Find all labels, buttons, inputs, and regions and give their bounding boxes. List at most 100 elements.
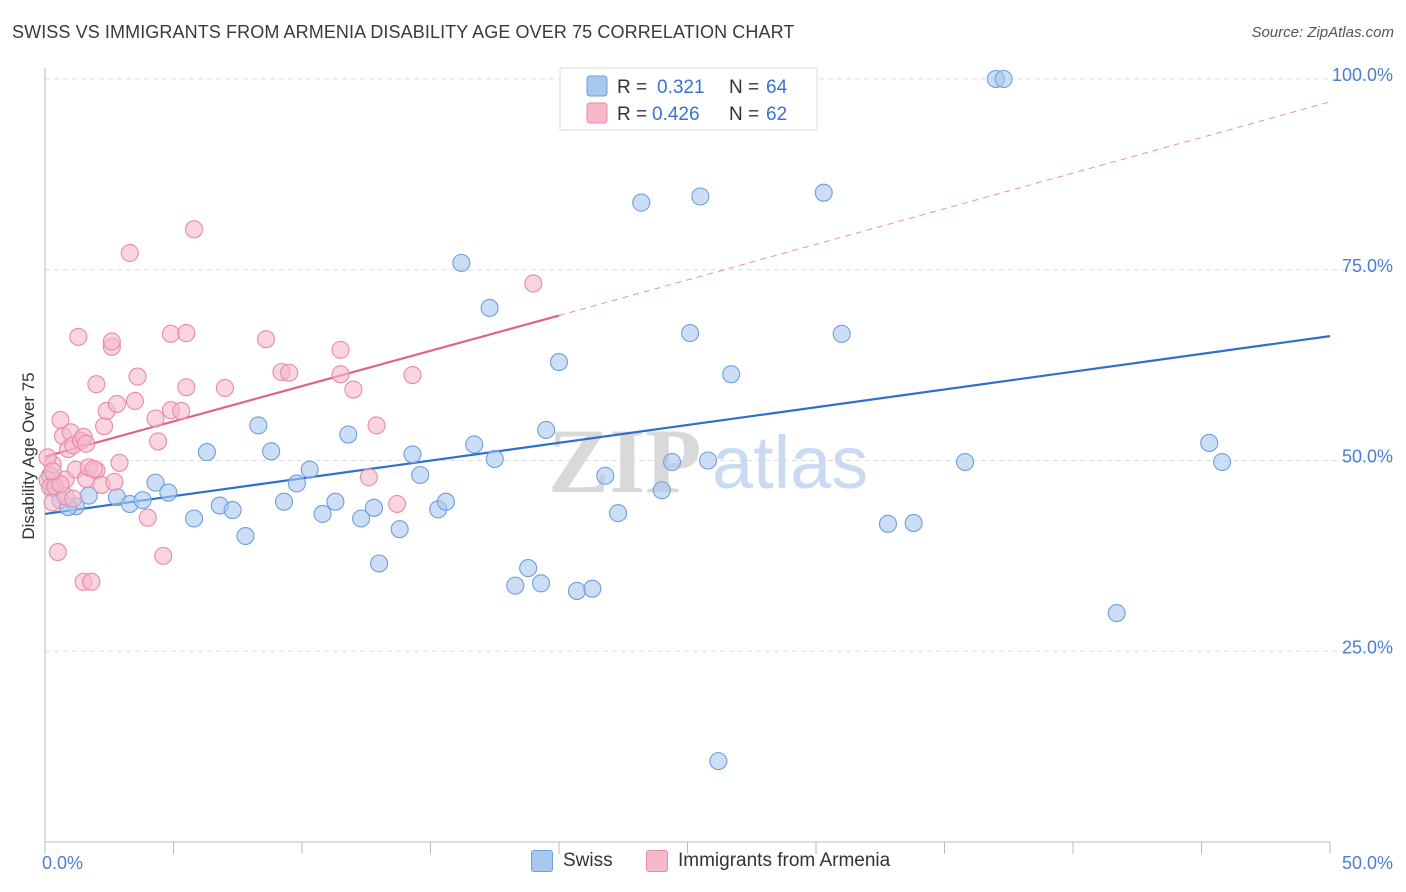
point-swiss (519, 559, 538, 578)
point-swiss (326, 492, 345, 511)
point-swiss (313, 504, 332, 523)
point-swiss (904, 514, 923, 533)
y-tick-label: 25.0% (1342, 637, 1393, 657)
point-swiss (352, 509, 371, 528)
point-swiss (596, 466, 615, 485)
legend-r-value-armenia: 0.426 (652, 104, 700, 125)
point-swiss (370, 554, 389, 573)
y-tick-label: 75.0% (1342, 256, 1393, 276)
point-armenia (105, 472, 124, 491)
point-swiss (1213, 452, 1232, 472)
point-armenia (77, 434, 96, 453)
point-armenia (177, 324, 196, 343)
point-armenia (185, 220, 204, 239)
point-armenia (48, 543, 67, 562)
point-armenia (388, 494, 407, 514)
point-swiss (485, 449, 504, 469)
point-swiss (722, 365, 741, 384)
point-armenia (64, 489, 83, 508)
point-armenia (84, 459, 103, 478)
legend-swatch-armenia (586, 102, 608, 124)
point-armenia (87, 375, 106, 394)
watermark-atlas: atlas (712, 421, 868, 504)
point-swiss (632, 193, 651, 212)
trend-line-armenia-extension (558, 101, 1331, 317)
point-armenia (524, 274, 543, 293)
point-swiss (537, 420, 556, 440)
point-swiss (465, 435, 484, 454)
legend-r-value-swiss: 0.321 (657, 77, 705, 98)
y-tick-label: 50.0% (1342, 447, 1393, 467)
point-swiss (249, 416, 268, 435)
legend-label-armenia: Immigrants from Armenia (678, 850, 891, 871)
legend-n-value-swiss: 64 (766, 77, 788, 98)
tick-labels: 25.0% 50.0% 75.0% 100.0% 0.0% 50.0% (42, 65, 1393, 873)
point-armenia (161, 324, 180, 343)
point-swiss (663, 452, 682, 472)
point-swiss (436, 492, 455, 511)
point-armenia (69, 327, 88, 346)
legend-swatch-swiss (586, 75, 608, 97)
point-armenia (107, 394, 127, 414)
point-swiss (223, 501, 242, 520)
legend-n-label-armenia: N = (729, 104, 759, 125)
legend-item-swiss: Swiss (531, 850, 613, 872)
grid-lines (45, 78, 1395, 652)
point-swiss (506, 576, 525, 595)
point-swiss (146, 473, 165, 492)
point-armenia (43, 462, 62, 481)
point-swiss (236, 526, 255, 546)
legend-r-label-armenia: R = (617, 104, 647, 125)
point-swiss (287, 474, 306, 493)
point-armenia (146, 409, 165, 428)
y-axis-label: Disability Age Over 75 (19, 372, 38, 539)
point-swiss (411, 465, 430, 485)
point-armenia (128, 367, 147, 386)
point-armenia (138, 508, 157, 527)
trend-lines (44, 101, 1331, 515)
legend-n-label-swiss: N = (729, 77, 759, 98)
legend-swatch-swiss-bottom (531, 850, 553, 872)
legend-n-value-armenia: 62 (766, 104, 787, 125)
point-swiss (691, 187, 710, 206)
trend-line-swiss (44, 335, 1331, 515)
legend-item-armenia: Immigrants from Armenia (646, 850, 890, 872)
point-armenia (82, 572, 101, 591)
point-armenia (344, 380, 363, 399)
point-swiss (452, 253, 471, 272)
point-swiss (133, 491, 152, 510)
point-swiss (699, 451, 718, 470)
point-swiss (262, 442, 281, 461)
point-swiss (583, 579, 602, 598)
x-tick-label: 50.0% (1342, 853, 1393, 873)
point-armenia (102, 332, 121, 351)
point-swiss (300, 460, 319, 479)
point-armenia (177, 378, 196, 397)
watermark: ZIP atlas (548, 410, 868, 512)
point-swiss (609, 504, 628, 523)
legend-r-label-swiss: R = (617, 77, 647, 98)
point-armenia (110, 453, 129, 472)
point-swiss (531, 574, 551, 593)
data-points (38, 69, 1232, 771)
point-swiss (1107, 604, 1126, 623)
point-swiss (364, 498, 384, 517)
point-armenia (120, 243, 139, 263)
source-label: Source: ZipAtlas.com (1251, 24, 1394, 41)
point-swiss (390, 520, 409, 539)
point-swiss (994, 69, 1013, 89)
point-armenia (172, 401, 191, 420)
point-swiss (549, 353, 569, 372)
point-armenia (95, 417, 114, 436)
point-swiss (567, 581, 587, 601)
point-armenia (125, 391, 144, 411)
point-armenia (359, 468, 378, 487)
point-swiss (159, 483, 178, 502)
x-tick-label: 0.0% (42, 853, 83, 873)
point-swiss (274, 492, 294, 511)
point-swiss (878, 514, 898, 533)
chart-title: SWISS VS IMMIGRANTS FROM ARMENIA DISABIL… (12, 22, 795, 42)
point-armenia (256, 330, 276, 349)
point-swiss (814, 183, 833, 202)
